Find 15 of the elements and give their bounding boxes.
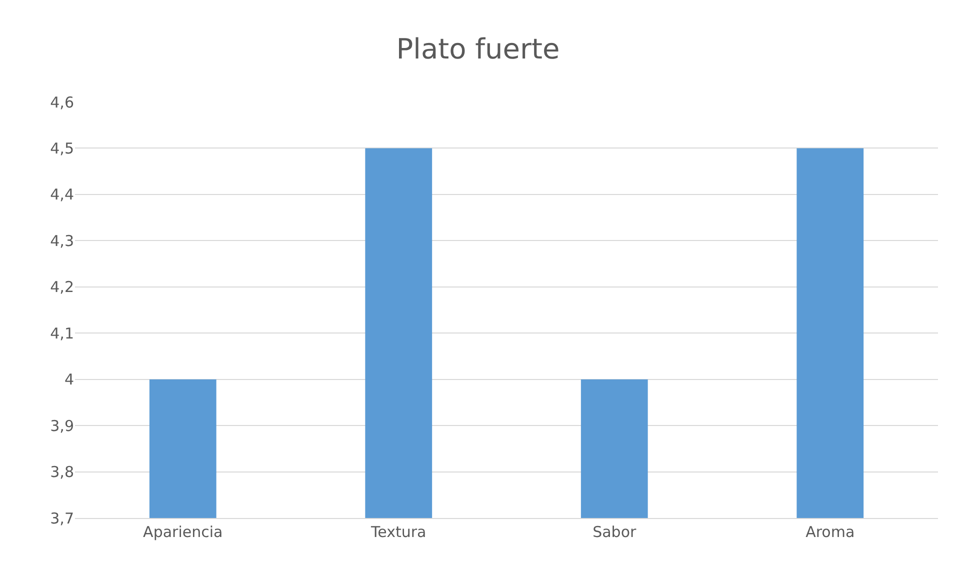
x-tick-label: Sabor: [592, 523, 637, 541]
y-tick-label: 3,7: [50, 509, 74, 528]
y-tick-label: 4: [64, 370, 74, 389]
y-tick-label: 3,8: [50, 463, 74, 482]
y-tick-label: 4,4: [50, 186, 74, 204]
y-tick-label: 4,3: [50, 232, 74, 250]
y-tick-label: 4,1: [50, 324, 74, 342]
y-tick-label: 4,2: [50, 278, 74, 296]
chart-title: Plato fuerte: [396, 32, 560, 66]
x-tick-label: Aroma: [806, 523, 855, 541]
x-tick-label: Textura: [370, 523, 426, 541]
y-tick-label: 4,6: [50, 93, 74, 112]
y-tick-label: 4,5: [50, 139, 74, 158]
y-tick-label: 3,9: [50, 416, 74, 435]
x-tick-label: Apariencia: [143, 523, 223, 541]
